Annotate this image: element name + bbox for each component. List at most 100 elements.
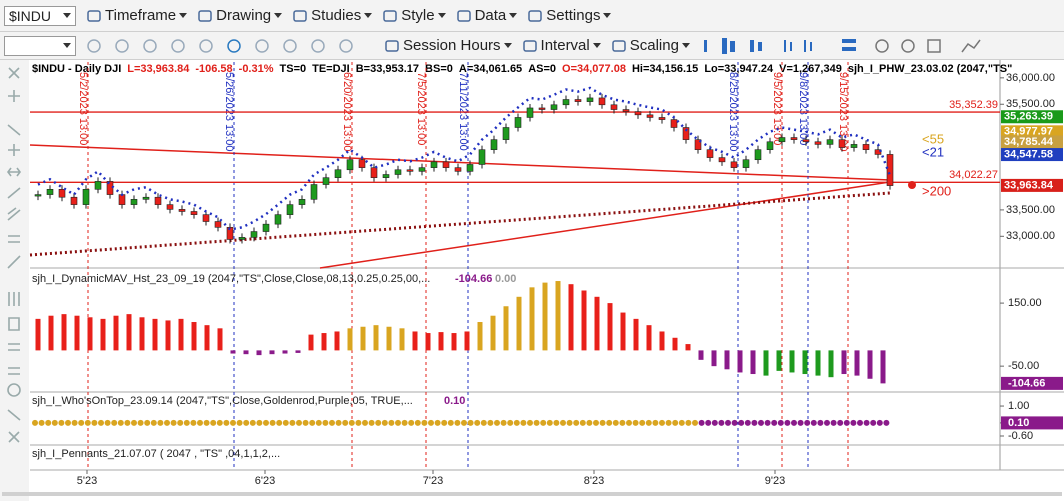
value-tag (1001, 416, 1063, 430)
header-field: V=1,267,349 (779, 63, 842, 75)
event-label: 9/8/2023 13:00 (797, 72, 809, 145)
marker-dot (908, 181, 916, 189)
caret (681, 42, 690, 48)
state-dot (474, 419, 481, 426)
state-dot (566, 419, 573, 426)
candle (274, 214, 282, 225)
candle (286, 204, 294, 215)
tool-item[interactable]: Interval (522, 37, 601, 54)
tool-item[interactable]: Session Hours (384, 37, 512, 54)
state-dot (111, 419, 118, 426)
price-tag-label: 34,977.97 (1004, 126, 1053, 138)
histogram-bar (269, 350, 275, 355)
icon (383, 9, 397, 22)
empty-box[interactable] (4, 35, 76, 56)
close-line (37, 86, 892, 231)
histogram-bar (139, 317, 145, 351)
caret-shape (274, 12, 283, 18)
ma-label: >200 (922, 183, 951, 198)
icon (528, 9, 542, 22)
state-dot (810, 419, 817, 426)
histogram-bar (217, 328, 223, 351)
caret-shape (179, 12, 188, 18)
state-dot (256, 419, 263, 426)
state-dot (329, 419, 335, 426)
state-dot (738, 419, 745, 426)
state-dot (368, 419, 375, 426)
state-dot (197, 419, 203, 426)
y-tick-label: 36,000.00 (1006, 72, 1055, 84)
menu-item[interactable]: Data (456, 7, 518, 24)
histogram-bar (204, 325, 210, 351)
candle (346, 159, 354, 171)
price-tag-label: 34,547.58 (1004, 148, 1053, 160)
y-tick-label: 0.10 (1008, 417, 1029, 429)
caret-shape (437, 12, 446, 18)
candle (814, 141, 822, 145)
event-label: 7/11/2023 13:00 (457, 72, 469, 151)
candle (574, 99, 582, 102)
candle (118, 194, 126, 205)
caret-shape (603, 12, 612, 18)
candle (226, 227, 234, 240)
state-dot (857, 419, 863, 426)
header-field: Hi=34,156.15 (632, 63, 698, 75)
candle (58, 188, 66, 198)
tool-icons (87, 38, 353, 53)
histogram-bar (646, 325, 652, 351)
menu-item[interactable]: Timeframe (86, 7, 188, 24)
tool-list: Session Hours Interval Scaling (374, 37, 690, 54)
level-label: 34,022.27 (949, 169, 998, 181)
header-field: Lo=33,947.24 (704, 63, 774, 75)
menu-label: Drawing (216, 7, 272, 24)
y-tick-label: 1.00 (1008, 400, 1029, 412)
candle (370, 167, 378, 178)
price-tag (1001, 148, 1063, 162)
state-dot (883, 419, 890, 426)
menu-item[interactable]: Style (382, 7, 446, 24)
icon (612, 39, 626, 52)
state-dot (612, 419, 619, 426)
candle (70, 196, 78, 205)
caret (592, 42, 601, 48)
price-tag-label: 34,785.44 (1004, 136, 1054, 148)
state-dot (447, 419, 454, 426)
icon (198, 9, 212, 22)
state-dot (282, 419, 289, 426)
candle (718, 157, 726, 163)
tool-item[interactable]: Scaling (611, 37, 690, 54)
state-dot (223, 419, 230, 426)
state-dot (236, 419, 243, 426)
x-tick-label: 8'23 (584, 475, 604, 487)
symbol-box[interactable]: $INDU (4, 5, 76, 26)
scrollbar[interactable] (2, 492, 1062, 496)
histogram-bar (321, 333, 327, 351)
histogram-bar (607, 303, 613, 351)
menu-item[interactable]: Studies (292, 7, 373, 24)
candle (166, 204, 174, 210)
y-tick-label: 33,000.00 (1006, 230, 1055, 242)
state-dot (771, 419, 778, 426)
menu-item[interactable]: Drawing (197, 7, 283, 24)
candle (862, 144, 870, 150)
event-label: 5/26/2023 13:00 (223, 72, 235, 152)
caret-shape (364, 12, 373, 18)
candle (598, 97, 606, 106)
state-dot (725, 419, 731, 426)
state-dot (817, 419, 824, 426)
caret (179, 12, 188, 18)
symbol: $INDU (9, 7, 52, 24)
histogram-bar (815, 350, 821, 376)
candle (742, 159, 750, 168)
candle (682, 127, 690, 140)
histogram-bar (672, 337, 678, 351)
candle (622, 109, 630, 112)
header-field: sjh_I_PHW_23.03.02 (2047,"TS" (848, 63, 1013, 75)
level-label: 35,352.39 (949, 99, 998, 111)
state-dot (553, 419, 560, 426)
candle (106, 181, 114, 195)
event-label: 7/5/2023 13:00 (415, 72, 427, 145)
menu-item[interactable]: Settings (527, 7, 612, 24)
state-dot (876, 419, 883, 426)
